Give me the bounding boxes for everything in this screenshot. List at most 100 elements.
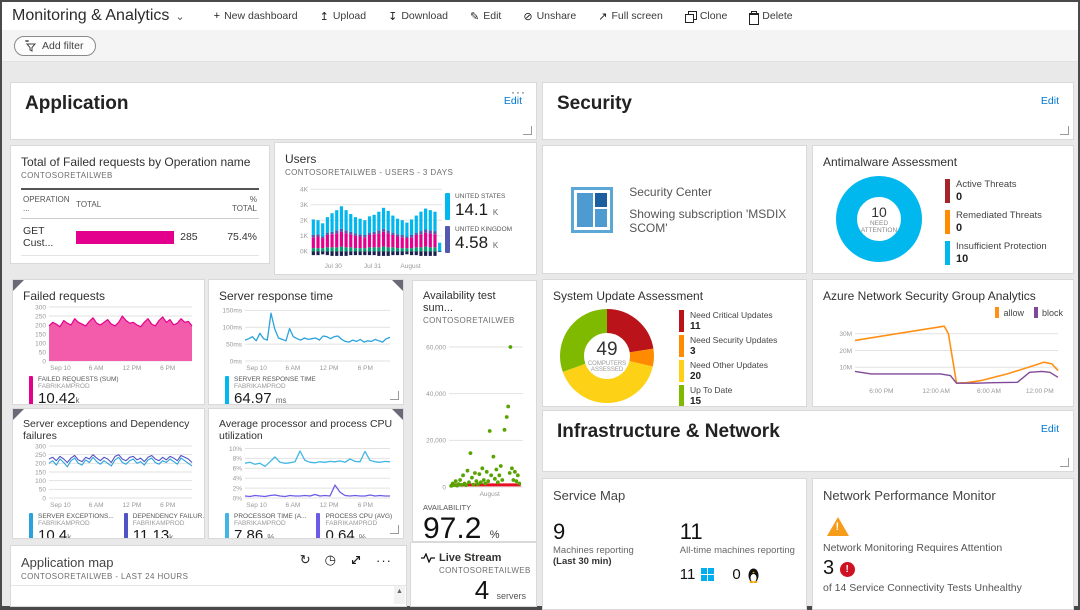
svg-text:2K: 2K <box>300 218 309 225</box>
tile-service-map[interactable]: Service Map 9 Machines reporting (Last 3… <box>542 478 807 610</box>
svg-text:Jul 31: Jul 31 <box>364 263 382 270</box>
svg-text:Sep 10: Sep 10 <box>246 365 267 372</box>
legend-color <box>679 310 684 332</box>
security-edit-link[interactable]: Edit <box>1040 95 1059 107</box>
svg-text:6 AM: 6 AM <box>89 502 104 509</box>
servers-count: 4 servers <box>474 575 526 605</box>
resize-handle[interactable] <box>1060 126 1069 135</box>
upload-button[interactable]: ↥ Upload <box>319 10 367 23</box>
tile-availability[interactable]: Availability test sum... CONTOSORETAILWE… <box>412 280 537 542</box>
tile-failed-requests-chart[interactable]: Failed requests 0 50 100 150 200 250 300 Sep 10… <box>12 279 205 405</box>
more-options-icon[interactable]: ··· <box>376 552 392 568</box>
unshare-button[interactable]: ⊘ Unshare <box>523 10 577 23</box>
svg-text:200: 200 <box>35 322 46 329</box>
alltime-machines-metric: 11 All-time machines reporting 11 0 <box>679 519 795 583</box>
tile-nsg-analytics[interactable]: Azure Network Security Group Analytics a… <box>812 279 1074 407</box>
legend-color <box>445 193 450 220</box>
resize-handle[interactable] <box>390 391 399 400</box>
resize-handle[interactable] <box>523 126 532 135</box>
edit-button[interactable]: ✎ Edit <box>470 10 502 23</box>
new-dashboard-button[interactable]: + New dashboard <box>213 10 298 22</box>
add-filter-button[interactable]: Add filter <box>14 35 97 56</box>
svg-text:August: August <box>480 491 500 498</box>
legend-color <box>945 210 950 234</box>
appmap-toolbar: ↻ ◷ ··· <box>300 552 392 568</box>
svg-text:12 PM: 12 PM <box>123 502 142 509</box>
svg-text:20M: 20M <box>839 348 852 355</box>
svg-text:12 PM: 12 PM <box>123 365 142 372</box>
application-edit-link[interactable]: Edit <box>503 95 522 107</box>
plus-icon: + <box>213 10 221 22</box>
legend-color <box>995 307 1000 318</box>
filter-plus-icon <box>25 39 37 52</box>
infrastructure-edit-link[interactable]: Edit <box>1040 423 1059 435</box>
svg-text:0ms: 0ms <box>230 358 243 365</box>
legend-color <box>945 241 950 265</box>
security-center-icon <box>571 186 614 233</box>
section-title: Security <box>557 93 632 114</box>
error-icon: ! <box>839 562 855 577</box>
refresh-icon[interactable]: ↻ <box>299 552 311 567</box>
svg-text:250: 250 <box>35 313 46 320</box>
tile-live-stream[interactable]: Live Stream CONTOSORETAILWEB 4 servers <box>410 542 537 607</box>
tile-failed-requests-table[interactable]: Total of Failed requests by Operation na… <box>10 145 270 264</box>
svg-text:0%: 0% <box>233 495 243 502</box>
total-bar <box>76 230 175 244</box>
nsg-line-chart: 10M 20M 30M 6:00 PM 12:00 AM 6:00 AM 12:00 PM <box>823 318 1061 396</box>
fullscreen-button[interactable]: ↗ Full screen <box>598 10 663 23</box>
expand-icon[interactable] <box>350 554 362 566</box>
svg-text:10M: 10M <box>839 365 852 372</box>
dashboard-title-dropdown[interactable]: Monitoring & Analytics ⌄ <box>12 7 185 25</box>
svg-text:150: 150 <box>35 331 46 338</box>
svg-text:0: 0 <box>42 358 46 365</box>
linux-penguin-icon <box>748 568 759 583</box>
unshare-icon: ⊘ <box>523 10 533 23</box>
resize-handle[interactable] <box>1060 458 1069 467</box>
table-row[interactable]: GET Cust... 285 75.4% <box>21 218 259 256</box>
table-row[interactable]: GET Servi... 29 7.7% <box>21 255 259 263</box>
svg-text:2%: 2% <box>233 485 243 492</box>
tile-application-map[interactable]: Application map CONTOSORETAILWEB - LAST … <box>10 545 407 607</box>
legend-color <box>945 179 950 203</box>
tile-cpu-utilization[interactable]: Average processor and process CPU utiliz… <box>208 408 404 539</box>
tile-security-center[interactable]: Security Center Showing subscription 'MS… <box>542 145 807 274</box>
legend-color <box>29 376 33 404</box>
svg-text:6 PM: 6 PM <box>358 502 373 509</box>
legend-color <box>445 226 450 253</box>
delete-button[interactable]: Delete <box>738 2 803 30</box>
more-options-icon[interactable]: ··· <box>511 85 526 99</box>
resize-handle[interactable] <box>390 525 399 534</box>
command-bar: + New dashboard ↥ Upload ↧ Download ✎ Ed… <box>203 2 804 30</box>
svg-text:250: 250 <box>35 452 46 459</box>
svg-text:6 AM: 6 AM <box>285 502 300 509</box>
clone-icon <box>684 10 697 23</box>
availability-value: 97.2 % <box>423 512 500 542</box>
svg-text:50ms: 50ms <box>226 341 243 348</box>
download-button[interactable]: ↧ Download <box>388 10 449 23</box>
failed-requests-area-chart: 0 50 100 150 200 250 300 Sep 10 6 AM 12 PM 6 PM <box>23 303 195 373</box>
svg-text:30M: 30M <box>839 331 852 338</box>
scroll-up-icon[interactable]: ▲ <box>396 588 403 595</box>
exceptions-line-chart: 0 50 100 150 200 250 300 Sep 10 6 AM 12 PM 6 PM <box>23 442 195 510</box>
tile-users[interactable]: Users CONTOSORETAILWEB - USERS - 3 DAYS … <box>274 142 537 275</box>
section-application-header: Application Edit ··· <box>10 82 537 140</box>
svg-text:50: 50 <box>39 349 47 356</box>
clone-button[interactable]: Clone <box>674 2 738 30</box>
tile-server-response-time[interactable]: Server response time 0ms 50ms 100ms 150ms Se… <box>208 279 404 405</box>
section-security-header: Security Edit <box>542 82 1074 140</box>
svg-text:6 PM: 6 PM <box>160 365 175 372</box>
tile-system-update-assessment[interactable]: System Update Assessment 49 COMPUTERS AS… <box>542 279 807 407</box>
svg-text:August: August <box>400 263 420 270</box>
svg-text:60,000: 60,000 <box>426 344 446 351</box>
users-stacked-bar-chart: 0K 1K 2K 3K 4K Jul 30 Jul 31 August <box>285 179 445 271</box>
tile-server-exceptions[interactable]: Server exceptions and Dependency failure… <box>12 408 205 539</box>
tile-antimalware-assessment[interactable]: Antimalware Assessment 10 NEED ATTENTION… <box>812 145 1074 274</box>
legend-color <box>316 513 321 538</box>
filter-bar: Add filter <box>2 30 1078 62</box>
tile-network-performance-monitor[interactable]: Network Performance Monitor Network Moni… <box>812 478 1074 610</box>
legend-color <box>29 513 33 538</box>
svg-text:100ms: 100ms <box>222 325 242 332</box>
clock-icon[interactable]: ◷ <box>324 552 336 567</box>
vertical-scrollbar[interactable]: ▲ <box>394 586 405 604</box>
